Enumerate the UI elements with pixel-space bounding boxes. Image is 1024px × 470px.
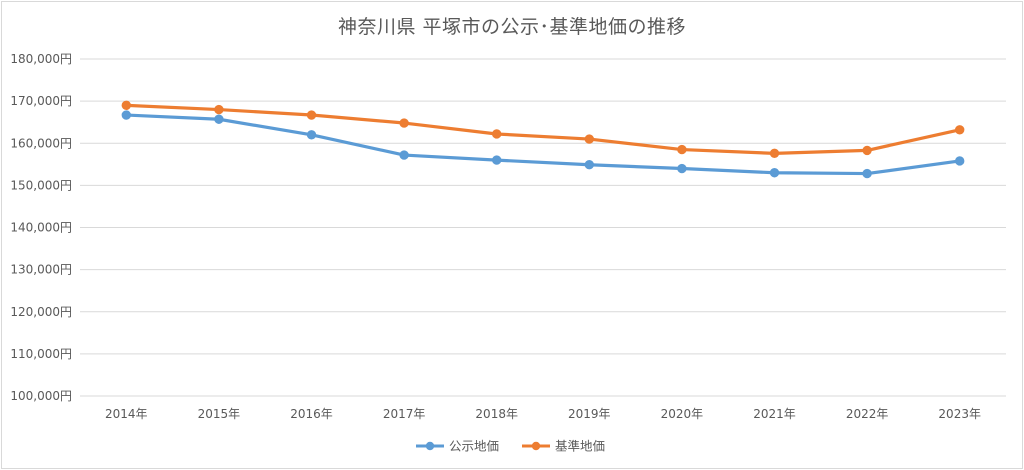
data-point [769,168,780,178]
legend: 公示地価 基準地価 [416,439,605,454]
y-tick-label: 160,000円 [10,136,72,150]
x-tick-label: 2017年 [383,407,426,421]
data-point [862,145,872,156]
data-point [584,160,594,170]
data-point [955,156,965,166]
data-point [862,168,872,179]
data-point [306,110,317,120]
x-tick-label: 2020年 [661,407,704,421]
x-tick-label: 2015年 [198,407,241,421]
chart-title: 神奈川県 平塚市の公示･基準地価の推移 [337,16,687,38]
data-point [399,118,409,128]
y-tick-label: 130,000円 [10,263,72,277]
y-tick-label: 180,000円 [10,52,72,66]
legend-marker [425,441,435,451]
gridlines [80,58,1006,397]
y-tick-label: 110,000円 [10,347,72,361]
legend-marker [531,441,541,451]
y-tick-label: 120,000円 [10,305,72,319]
data-point [584,134,594,144]
x-tick-label: 2016年 [290,407,333,421]
data-point [769,148,780,159]
y-axis-tick-labels: 100,000円 110,000円 120,000円 130,000円 140,000円… [10,52,72,403]
series-2 [121,100,965,159]
data-point [121,110,132,120]
data-point [214,104,224,115]
series-line [124,103,962,155]
x-tick-label: 2023年 [938,407,981,421]
data-point [214,114,224,124]
x-tick-label: 2021年 [753,407,796,421]
data-point [121,100,132,111]
legend-item: 公示地価 [416,439,499,454]
series-line [124,113,962,176]
data-point [677,144,687,155]
data-point [492,129,502,139]
data-point [677,163,687,174]
legend-label: 基準地価 [555,439,605,454]
x-tick-label: 2022年 [846,407,889,421]
y-tick-label: 150,000円 [10,178,72,192]
x-axis-tick-labels: 2014年 2015年 2016年 2017年 2018年 2019年 2020年 2021年… [105,407,981,421]
data-point [955,125,965,135]
data-point [306,130,317,140]
legend-item: 基準地価 [522,439,605,454]
data-point [399,150,409,160]
data-point [492,155,502,165]
series-layer [121,100,965,179]
y-tick-label: 170,000円 [10,94,72,108]
series-1 [121,110,965,179]
x-tick-label: 2018年 [475,407,518,421]
x-tick-label: 2019年 [568,407,611,421]
x-tick-label: 2014年 [105,407,148,421]
legend-label: 公示地価 [449,439,499,454]
y-tick-label: 100,000円 [10,389,72,403]
y-tick-label: 140,000円 [10,221,72,235]
